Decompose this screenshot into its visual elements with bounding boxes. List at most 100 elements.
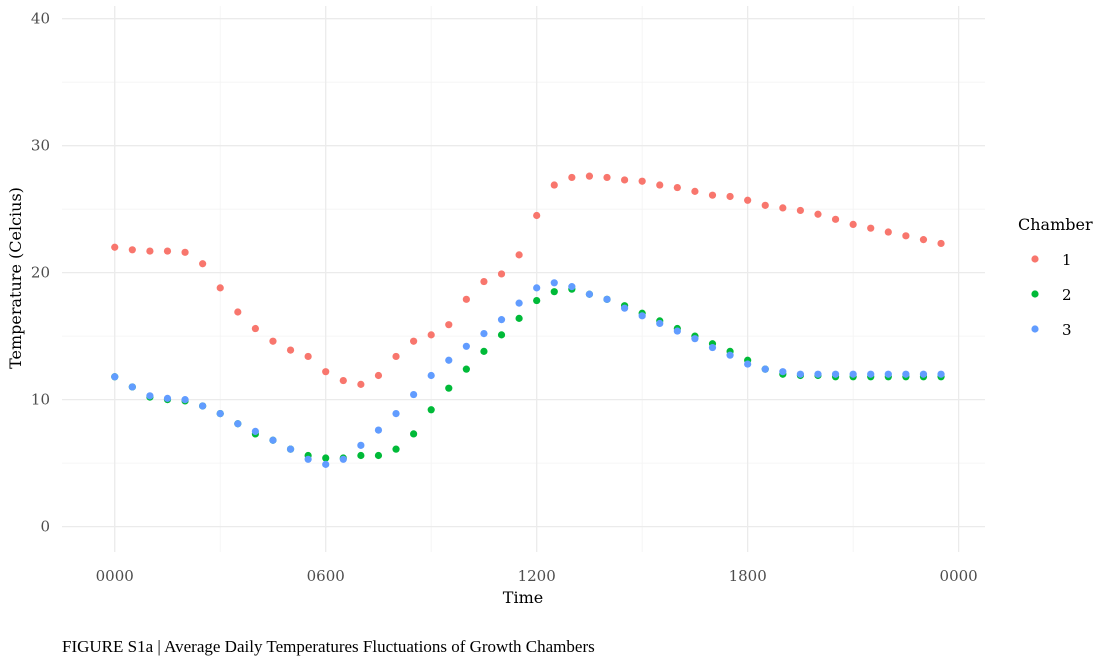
axis-tick-labels: 0 10 20 30 40 0000 0600 1200 1800 0000 (31, 10, 978, 585)
legend-key-2 (1031, 290, 1039, 298)
data-point (427, 406, 435, 414)
data-point (286, 346, 295, 354)
data-point (163, 394, 172, 402)
data-point (111, 243, 119, 251)
data-point (691, 335, 699, 343)
data-point (234, 420, 242, 428)
data-point (726, 192, 734, 201)
data-point (779, 204, 787, 212)
data-point (480, 347, 488, 355)
data-point (550, 288, 558, 296)
data-point (146, 392, 154, 400)
data-point (849, 220, 857, 228)
data-point (480, 330, 488, 338)
data-point (392, 409, 400, 418)
y-tick-label: 30 (31, 137, 50, 155)
data-point (480, 277, 488, 286)
data-point (849, 370, 857, 378)
legend-label-1: 1 (1062, 251, 1072, 269)
grid-lines (62, 6, 985, 552)
data-point (515, 314, 523, 322)
data-point (673, 183, 681, 192)
data-point (708, 343, 717, 352)
data-point (374, 426, 383, 434)
data-point (867, 224, 875, 232)
data-point (251, 324, 259, 333)
data-point (902, 370, 910, 378)
data-point (796, 370, 805, 378)
data-point (691, 187, 699, 195)
data-point (304, 352, 312, 361)
data-point (638, 177, 646, 185)
data-point (357, 441, 365, 449)
series-1-points (111, 172, 945, 388)
legend-items: 1 2 3 (1031, 251, 1072, 339)
data-point (427, 331, 435, 339)
data-point (497, 331, 506, 339)
data-point (322, 368, 330, 376)
data-point (339, 455, 347, 463)
legend-label-3: 3 (1062, 321, 1072, 339)
data-point (216, 409, 224, 418)
data-point (867, 370, 875, 378)
data-point (357, 380, 365, 388)
data-point (462, 295, 470, 303)
data-point (937, 239, 945, 248)
data-point (796, 206, 805, 215)
data-point (234, 308, 242, 316)
data-point (533, 211, 541, 220)
data-point (831, 370, 840, 378)
data-point (163, 247, 172, 255)
data-point (304, 455, 312, 463)
data-point (392, 352, 400, 361)
y-tick-label: 40 (31, 10, 50, 28)
data-point (269, 337, 277, 345)
data-point (128, 246, 136, 254)
x-tick-label: 1200 (518, 567, 556, 585)
x-axis-title: Time (503, 588, 543, 607)
data-point (937, 370, 945, 378)
data-point (550, 279, 558, 287)
data-point (128, 383, 136, 391)
legend-label-2: 2 (1062, 286, 1072, 304)
data-point (726, 351, 734, 359)
data-point (673, 327, 681, 335)
x-tick-label: 1800 (729, 567, 767, 585)
data-point (533, 296, 541, 305)
data-point (286, 445, 295, 453)
data-point (216, 284, 224, 292)
legend: Chamber 1 2 3 (1018, 215, 1093, 339)
data-point (462, 342, 470, 350)
data-point (497, 270, 506, 278)
data-point (814, 210, 822, 218)
data-point (603, 173, 611, 182)
y-tick-label: 10 (31, 391, 50, 409)
data-point (111, 373, 119, 381)
data-point (638, 312, 646, 320)
data-point (322, 454, 330, 462)
data-point (357, 451, 365, 460)
data-point (919, 370, 928, 378)
data-point (568, 283, 576, 291)
data-point (831, 215, 840, 223)
data-point (374, 371, 383, 380)
data-points (111, 172, 945, 468)
legend-key-3 (1031, 325, 1039, 333)
series-3-points (111, 279, 945, 468)
data-point (603, 295, 611, 303)
data-point (181, 248, 189, 256)
data-point (392, 445, 400, 453)
data-point (585, 290, 594, 298)
data-point (761, 365, 769, 373)
data-point (515, 251, 523, 259)
legend-key-1 (1031, 255, 1039, 263)
data-point (620, 176, 629, 184)
data-point (374, 451, 383, 460)
data-point (410, 430, 418, 438)
data-point (656, 319, 664, 328)
data-point (744, 196, 752, 204)
data-point (620, 304, 629, 312)
data-point (199, 402, 207, 410)
data-point (410, 337, 418, 345)
legend-title: Chamber (1018, 215, 1093, 234)
